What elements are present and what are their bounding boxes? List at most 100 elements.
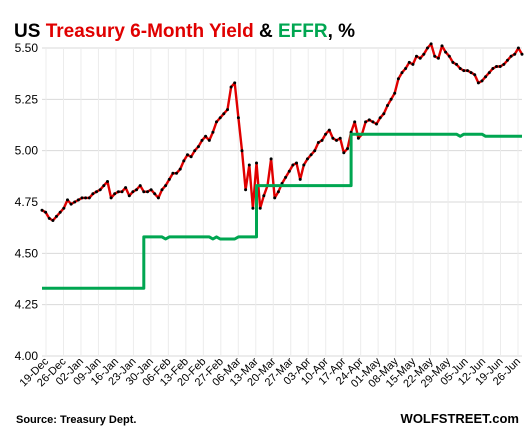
data-point (484, 75, 488, 79)
data-point (102, 184, 106, 188)
data-point (487, 71, 491, 75)
data-point (389, 97, 393, 101)
data-point (386, 104, 389, 107)
data-point (287, 169, 291, 173)
data-point (491, 67, 495, 70)
data-point (295, 161, 298, 165)
data-point (138, 184, 142, 188)
data-point (407, 60, 411, 64)
data-point (516, 46, 520, 50)
title-part-3: EFFR (278, 21, 328, 42)
data-point (247, 163, 251, 167)
data-point (440, 44, 444, 48)
data-point (367, 118, 371, 122)
data-point (513, 52, 517, 56)
data-point (40, 208, 44, 212)
data-point (55, 214, 58, 218)
data-point (444, 50, 448, 54)
data-point (378, 116, 382, 120)
data-point (458, 67, 462, 70)
data-point (313, 149, 317, 153)
x-axis-ticks: 19-Dec26-Dec02-Jan09-Jan16-Jan23-Jan30-J… (18, 355, 524, 390)
y-tick-label: 4.50 (15, 246, 39, 260)
y-tick-label: 5.00 (15, 144, 39, 158)
data-point (273, 196, 277, 200)
data-point (462, 69, 466, 73)
data-point (189, 155, 193, 159)
data-point (342, 151, 346, 155)
data-point (66, 198, 69, 202)
data-point (276, 190, 280, 194)
data-point (84, 196, 88, 200)
data-point (167, 177, 171, 181)
data-point (113, 192, 117, 196)
data-point (324, 132, 328, 136)
data-point (258, 206, 262, 210)
data-point (76, 198, 80, 202)
data-point (196, 145, 200, 149)
data-point (338, 136, 342, 140)
data-point (404, 67, 408, 70)
data-point (193, 149, 197, 153)
data-point (509, 54, 513, 58)
data-point (502, 62, 506, 66)
data-point (80, 196, 84, 200)
data-point (95, 190, 98, 194)
data-point (436, 56, 440, 60)
data-point (109, 196, 113, 200)
data-point (353, 120, 357, 124)
data-point (62, 206, 66, 210)
data-point (284, 175, 288, 179)
data-point (411, 62, 415, 66)
data-point (476, 81, 480, 85)
data-point (426, 46, 429, 50)
data-point (149, 188, 153, 192)
y-axis-ticks: 4.00 4.25 4.50 4.75 5.00 5.25 5.50 (15, 41, 39, 363)
data-point (520, 52, 524, 56)
data-point (171, 171, 175, 175)
data-point (116, 190, 120, 194)
data-point (309, 153, 313, 157)
data-point (207, 138, 211, 142)
data-point (447, 54, 451, 58)
data-point (244, 188, 248, 192)
y-tick-label: 4.00 (15, 349, 39, 363)
grid-lines (42, 47, 522, 357)
title-part-4: , % (328, 21, 356, 42)
data-point (211, 130, 215, 134)
data-point (226, 108, 229, 112)
data-point (415, 54, 418, 58)
data-point (164, 184, 168, 188)
data-point (400, 71, 404, 75)
data-point (371, 120, 375, 124)
data-point (131, 190, 135, 194)
data-point (135, 188, 138, 192)
data-point (146, 190, 149, 194)
data-point (175, 171, 178, 175)
data-point (422, 52, 426, 56)
data-point (44, 210, 48, 214)
data-point (142, 190, 146, 194)
data-point (375, 122, 378, 126)
data-point (58, 210, 62, 214)
data-point (316, 141, 320, 144)
data-point (335, 138, 338, 142)
data-point (222, 112, 226, 116)
data-point (306, 157, 309, 161)
data-point (160, 188, 164, 192)
data-point (455, 62, 458, 66)
data-point (506, 58, 509, 62)
title-part-1: Treasury 6-Month Yield (46, 21, 254, 42)
data-point (218, 116, 222, 120)
data-point (269, 157, 273, 161)
data-point (73, 200, 77, 204)
chart-title: US Treasury 6-Month Yield & EFFR, % (14, 21, 355, 42)
data-point (433, 54, 437, 58)
data-point (469, 71, 473, 75)
series-line-effr (42, 132, 522, 290)
data-point (302, 163, 306, 167)
brand-label: WOLFSTREET.com (401, 411, 519, 426)
data-point (495, 65, 498, 68)
